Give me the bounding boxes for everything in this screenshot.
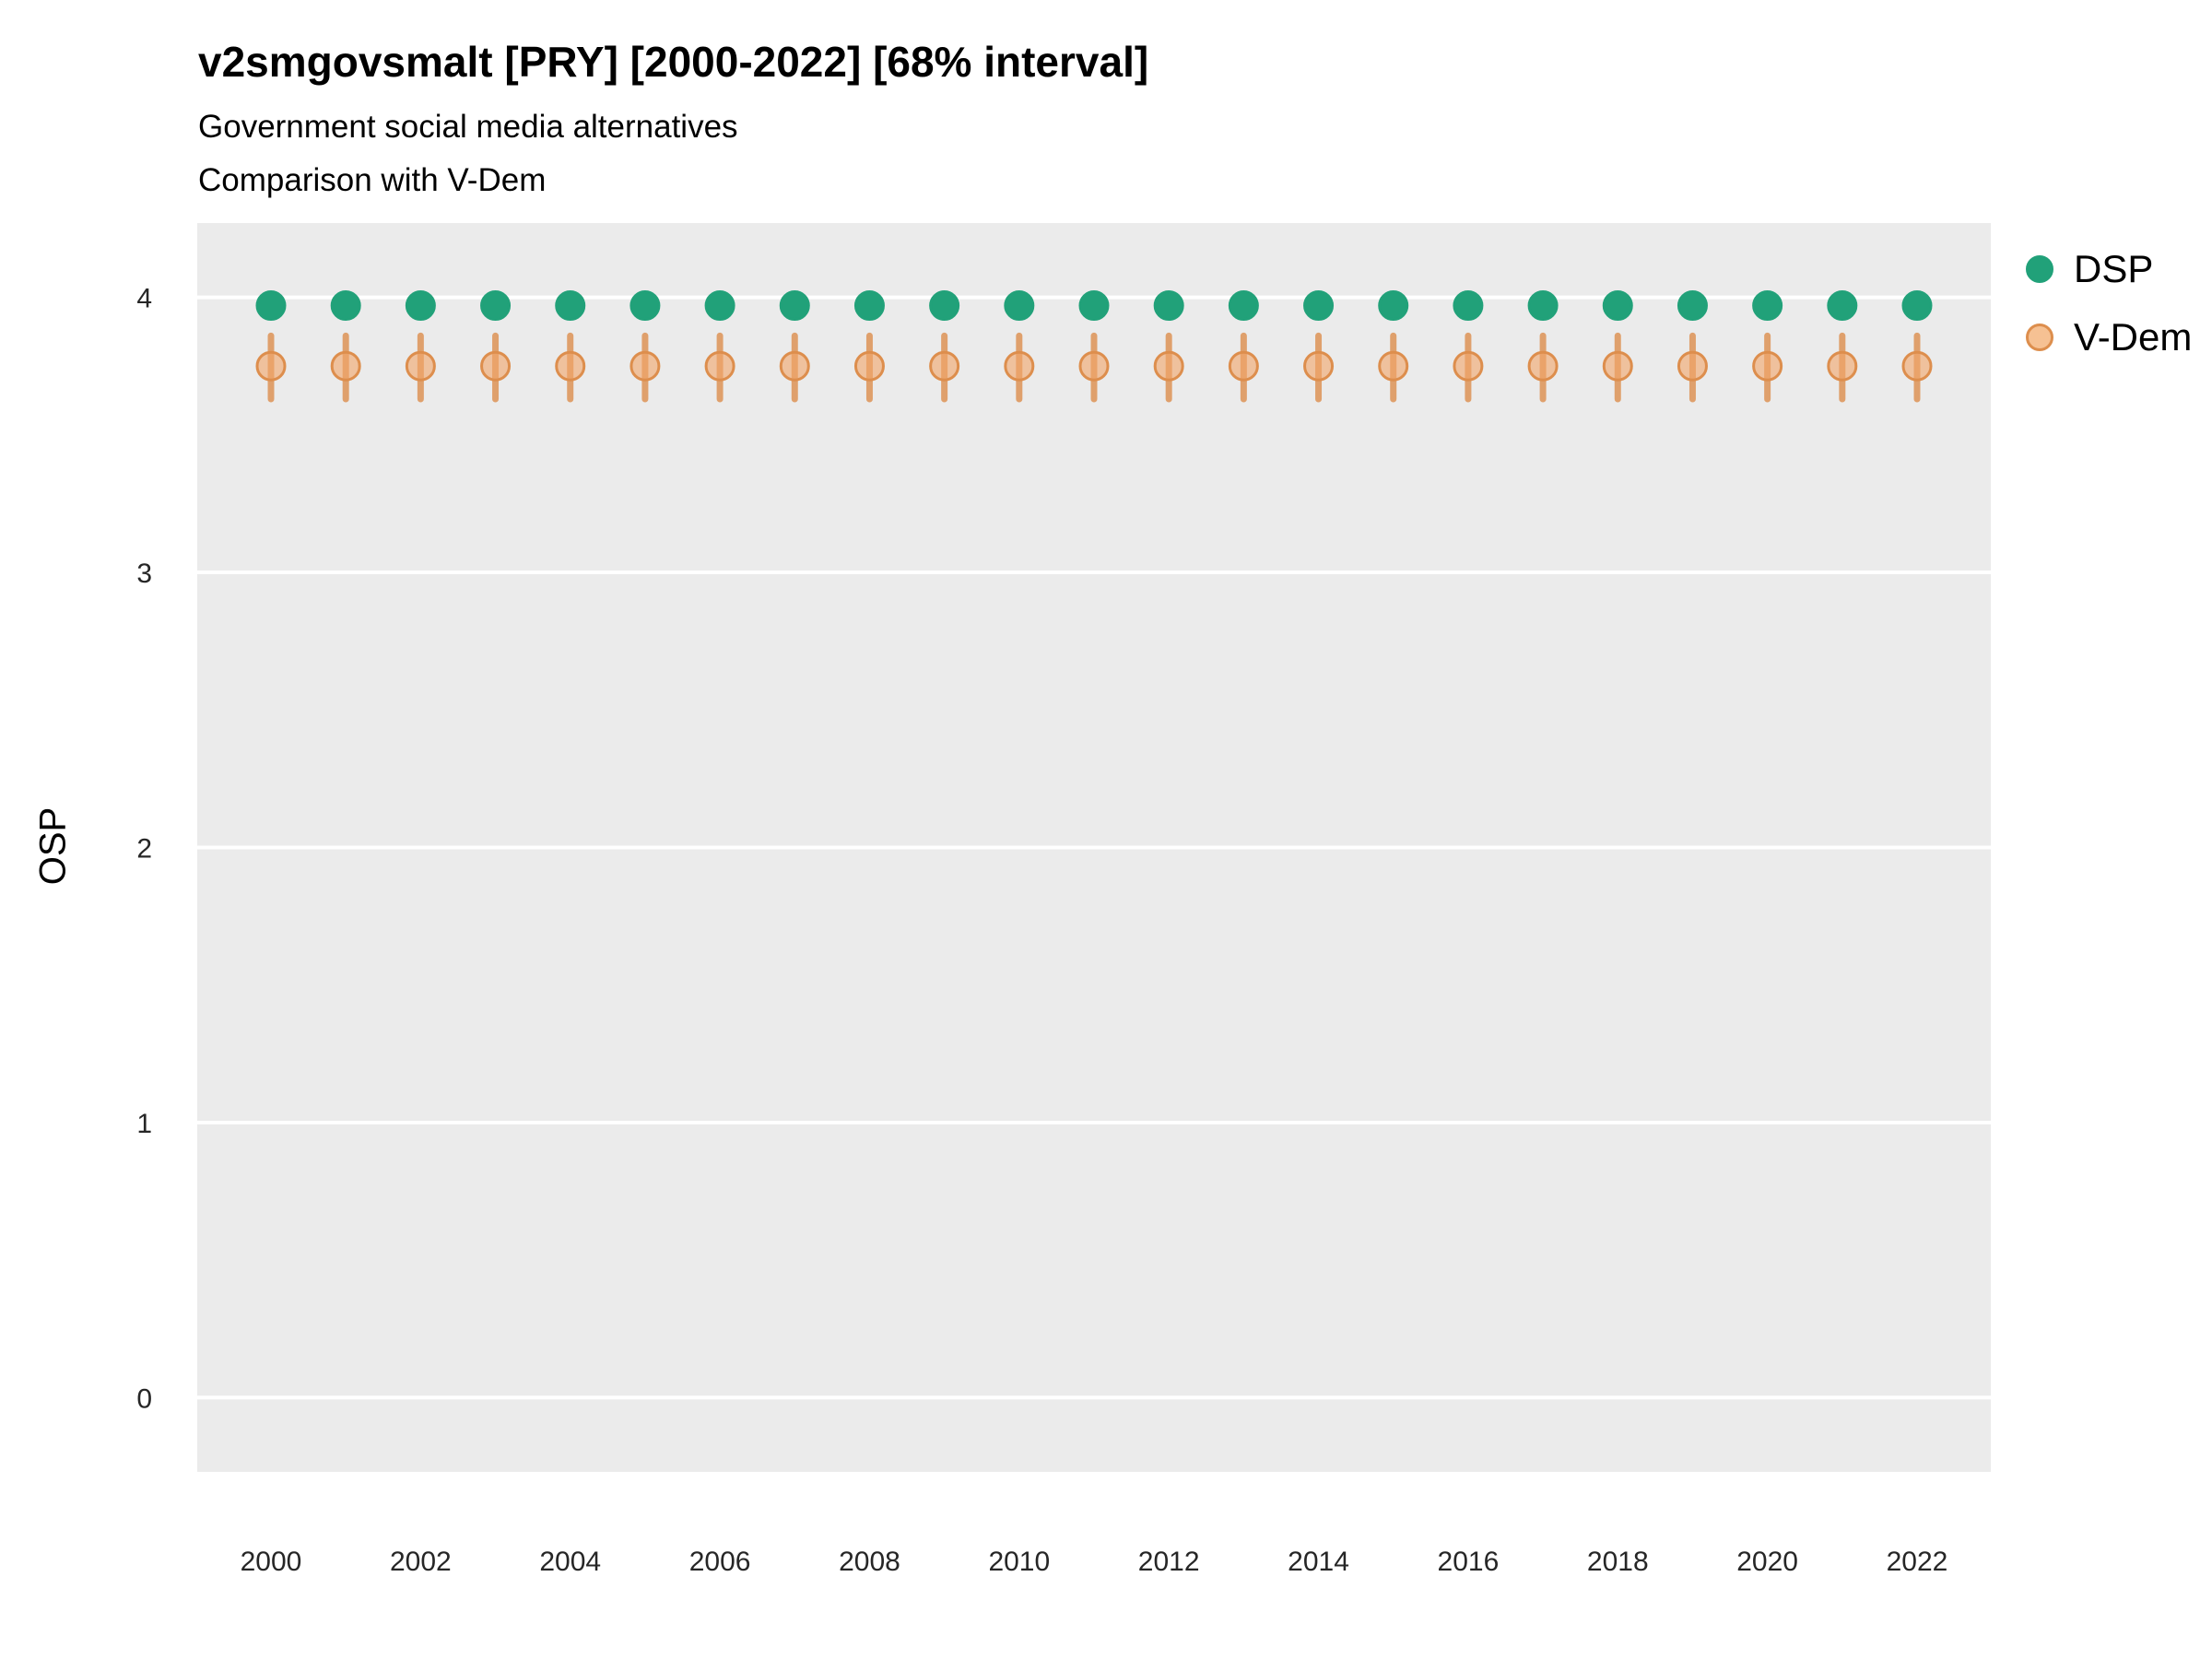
point-v-dem bbox=[629, 350, 661, 382]
legend-item-dsp: DSP bbox=[2026, 247, 2192, 291]
point-dsp bbox=[1527, 290, 1559, 322]
point-v-dem bbox=[853, 350, 885, 382]
x-tick-label: 2012 bbox=[1138, 1547, 1200, 1577]
point-dsp bbox=[1153, 290, 1184, 322]
x-tick-label: 2002 bbox=[390, 1547, 452, 1577]
point-dsp bbox=[1901, 290, 1933, 322]
point-v-dem bbox=[1378, 350, 1409, 382]
point-v-dem bbox=[779, 350, 810, 382]
point-v-dem bbox=[704, 350, 735, 382]
point-dsp bbox=[1752, 290, 1783, 322]
point-dsp bbox=[704, 290, 735, 322]
point-dsp bbox=[1303, 290, 1335, 322]
point-v-dem bbox=[1602, 350, 1633, 382]
point-dsp bbox=[1378, 290, 1409, 322]
point-dsp bbox=[1677, 290, 1708, 322]
point-v-dem bbox=[1901, 350, 1933, 382]
point-dsp bbox=[1078, 290, 1110, 322]
point-v-dem bbox=[555, 350, 586, 382]
y-tick-label: 1 bbox=[136, 1109, 152, 1139]
point-v-dem bbox=[255, 350, 287, 382]
x-tick-label: 2004 bbox=[539, 1547, 601, 1577]
point-dsp bbox=[1827, 290, 1858, 322]
point-dsp bbox=[629, 290, 661, 322]
point-v-dem bbox=[1527, 350, 1559, 382]
x-tick-label: 2000 bbox=[241, 1547, 302, 1577]
point-v-dem bbox=[1677, 350, 1708, 382]
x-tick-label: 2022 bbox=[1887, 1547, 1948, 1577]
point-v-dem bbox=[1153, 350, 1184, 382]
y-tick-label: 3 bbox=[136, 559, 152, 589]
y-tick-label: 4 bbox=[136, 284, 152, 314]
legend: DSP V-Dem bbox=[2026, 247, 2192, 359]
x-tick-label: 2016 bbox=[1438, 1547, 1500, 1577]
point-v-dem bbox=[330, 350, 361, 382]
y-tick-label: 2 bbox=[136, 834, 152, 865]
point-dsp bbox=[1004, 290, 1035, 322]
point-v-dem bbox=[1827, 350, 1858, 382]
point-v-dem bbox=[1453, 350, 1484, 382]
point-v-dem bbox=[480, 350, 512, 382]
chart-title: v2smgovsmalt [PRY] [2000-2022] [68% inte… bbox=[198, 38, 1149, 86]
point-v-dem bbox=[1078, 350, 1110, 382]
point-v-dem bbox=[1303, 350, 1335, 382]
point-v-dem bbox=[1752, 350, 1783, 382]
point-dsp bbox=[779, 290, 810, 322]
point-v-dem bbox=[1004, 350, 1035, 382]
legend-item-vdem: V-Dem bbox=[2026, 315, 2192, 359]
x-tick-label: 2010 bbox=[988, 1547, 1050, 1577]
point-dsp bbox=[1228, 290, 1259, 322]
x-tick-label: 2020 bbox=[1736, 1547, 1798, 1577]
point-v-dem bbox=[405, 350, 436, 382]
chart-subtitle-2: Comparison with V-Dem bbox=[198, 162, 547, 198]
x-tick-label: 2008 bbox=[839, 1547, 900, 1577]
x-tick-label: 2018 bbox=[1587, 1547, 1649, 1577]
point-dsp bbox=[929, 290, 960, 322]
x-tick-label: 2006 bbox=[689, 1547, 751, 1577]
point-dsp bbox=[1453, 290, 1484, 322]
point-dsp bbox=[405, 290, 436, 322]
chart-subtitle: Government social media alternatives bbox=[198, 109, 738, 145]
x-tick-label: 2014 bbox=[1288, 1547, 1349, 1577]
legend-marker-dsp-icon bbox=[2026, 255, 2053, 283]
point-dsp bbox=[480, 290, 512, 322]
point-dsp bbox=[555, 290, 586, 322]
point-v-dem bbox=[1228, 350, 1259, 382]
point-v-dem bbox=[929, 350, 960, 382]
legend-label-vdem: V-Dem bbox=[2074, 315, 2193, 359]
legend-marker-vdem-icon bbox=[2026, 324, 2053, 351]
point-dsp bbox=[853, 290, 885, 322]
point-dsp bbox=[330, 290, 361, 322]
point-dsp bbox=[1602, 290, 1633, 322]
y-tick-label: 0 bbox=[136, 1383, 152, 1414]
legend-label-dsp: DSP bbox=[2074, 247, 2154, 290]
point-dsp bbox=[255, 290, 287, 322]
